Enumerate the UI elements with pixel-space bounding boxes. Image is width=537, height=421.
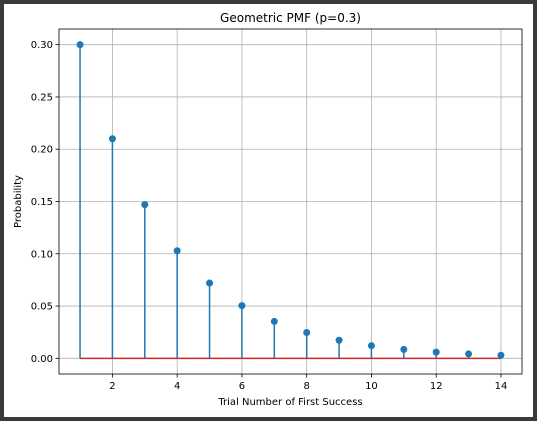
stem-marker [206,279,214,287]
y-tick-label: 0.30 [31,40,53,51]
stem-marker [497,351,505,359]
x-axis-label: Trial Number of First Success [217,397,362,408]
x-tick-label: 10 [365,381,378,392]
stem-marker [270,317,278,325]
x-tick-label: 12 [430,381,443,392]
stem-marker [432,348,440,356]
x-tick-label: 8 [304,381,310,392]
y-tick-label: 0.05 [31,302,53,313]
chart-title: Geometric PMF (p=0.3) [220,11,361,25]
stem-marker [335,336,343,344]
y-axis-label: Probability [13,175,24,228]
stem-marker [173,247,181,255]
y-tick-label: 0.10 [31,249,53,260]
x-axis-ticks: 2 4 6 8 10 12 14 [109,374,507,392]
x-tick-label: 2 [109,381,115,392]
x-tick-label: 6 [239,381,245,392]
stem-marker [76,41,84,49]
stem-marker [400,345,408,353]
stem-marker [303,328,311,336]
y-tick-label: 0.20 [31,145,53,156]
x-tick-label: 4 [174,381,180,392]
y-axis-ticks: 0.00 0.05 0.10 0.15 0.20 0.25 0.30 [31,40,59,365]
stem-marker [108,135,116,143]
stem-marker [367,342,375,350]
markers [76,41,505,359]
stem-chart: 2 4 6 8 10 12 14 0.000.050.100.150.200.250.30 … [13,11,523,408]
x-tick-label: 14 [495,381,508,392]
figure: 2 4 6 8 10 12 14 0.00 0.05 0.10 0.15 0.20 0.25 0.30 … [4,4,533,417]
stem-marker [465,350,473,358]
y-tick-label: 0.15 [31,197,53,208]
y-tick-label: 0.25 [31,92,53,103]
stem-marker [238,302,246,310]
y-tick-label: 0.00 [31,354,53,365]
grid [59,29,522,374]
stem-marker [141,201,149,209]
